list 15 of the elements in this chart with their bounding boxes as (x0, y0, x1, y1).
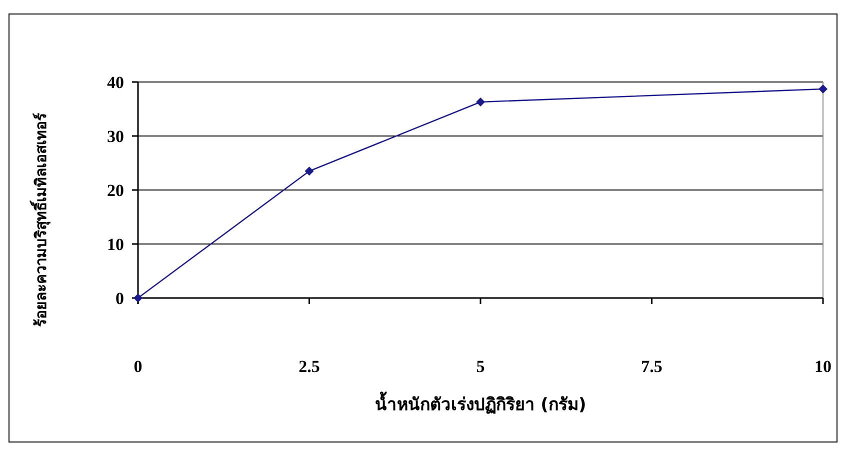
point (304, 166, 314, 176)
x-tick-label: 2.5 (298, 357, 320, 376)
y-tick-label: 40 (107, 72, 124, 92)
x-tick-label: 0 (134, 357, 142, 376)
x-tick-label: 10 (814, 357, 832, 376)
point (476, 97, 485, 106)
y-tick-label: 30 (107, 126, 124, 146)
x-tick-label: 7.5 (641, 357, 662, 376)
y-tick-label: 0 (116, 288, 124, 308)
y-tick-label: 20 (107, 180, 124, 200)
y-tick-label: 10 (107, 234, 124, 254)
x-axis-title: น้ำหนักตัวเร่งปฏิกิริยา (กรัม) (374, 391, 586, 415)
point (818, 84, 828, 94)
x-tick-label: 5 (476, 357, 485, 376)
y-axis-title: ร้อยละความบริสุทธิ์เมทิลเอสเทอร์ (29, 112, 51, 327)
